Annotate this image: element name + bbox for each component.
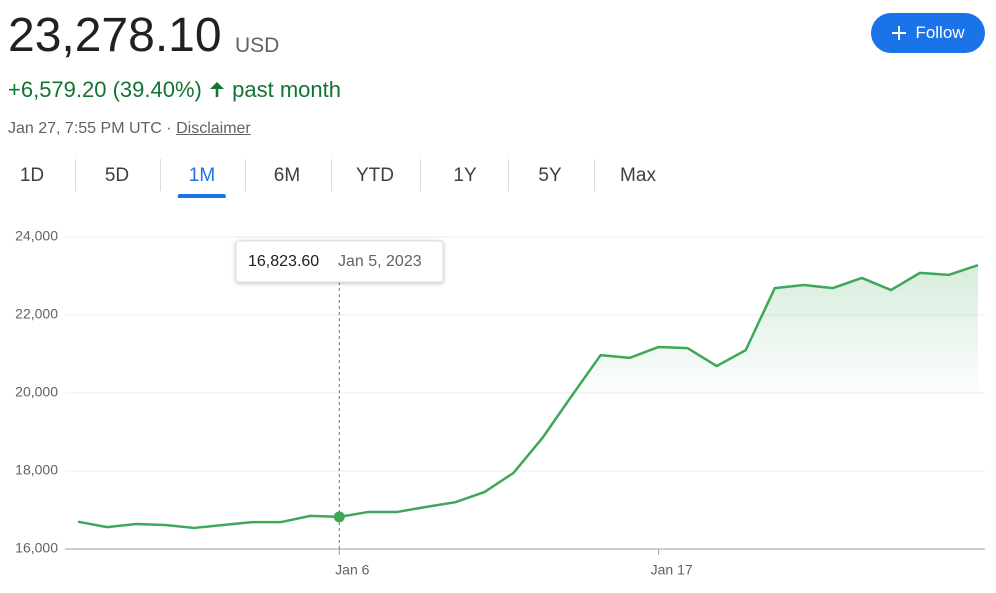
price: 23,278.10 bbox=[8, 9, 222, 62]
follow-label: Follow bbox=[915, 23, 965, 42]
change-row: +6,579.20 (39.40%) past month bbox=[8, 77, 341, 103]
change: +6,579.20 (39.40%) bbox=[8, 77, 202, 102]
separator: · bbox=[166, 120, 172, 137]
price-line bbox=[77, 263, 979, 530]
tab-separator bbox=[420, 159, 421, 191]
follow-button[interactable]: Follow bbox=[871, 13, 985, 53]
range-tab[interactable]: 1D bbox=[19, 165, 45, 186]
x-tick-label: Jan 6 bbox=[335, 562, 369, 578]
y-tick-label: 22,000 bbox=[15, 306, 58, 322]
range-tabs: 1D 5D 1M 6M YTD 1Y 5Y Max bbox=[0, 155, 700, 200]
tab-separator bbox=[74, 159, 76, 191]
x-tick-label: Jan 17 bbox=[651, 562, 693, 578]
hover-point bbox=[333, 511, 345, 523]
range-tab[interactable]: 1M bbox=[177, 165, 227, 198]
tab-underline bbox=[177, 194, 227, 198]
period: past month bbox=[232, 77, 341, 102]
tab-separator bbox=[244, 159, 246, 191]
plus-icon bbox=[892, 26, 907, 40]
range-tab[interactable]: 5D bbox=[104, 165, 130, 186]
tab-separator bbox=[594, 159, 595, 191]
range-tab[interactable]: 5Y bbox=[538, 165, 562, 186]
range-tab[interactable]: YTD bbox=[356, 165, 394, 186]
chart: 16,000 18,000 20,000 22,000 24,000 Jan 6 Jan 1… bbox=[15, 228, 985, 578]
timestamp-row: Jan 27, 7:55 PM UTC · Disclaimer bbox=[8, 120, 251, 138]
range-tab[interactable]: Max bbox=[620, 165, 656, 186]
range-tab[interactable]: 1Y bbox=[453, 165, 477, 186]
y-tick-label: 16,000 bbox=[15, 540, 58, 556]
y-tick-label: 20,000 bbox=[15, 384, 58, 400]
up-arrow bbox=[210, 82, 224, 97]
area bbox=[78, 265, 978, 549]
tooltip-date: Jan 5, 2023 bbox=[338, 253, 422, 270]
y-tick-label: 18,000 bbox=[15, 462, 58, 478]
tab-separator bbox=[331, 159, 332, 191]
range-tab[interactable]: 6M bbox=[273, 165, 301, 186]
y-tick-label: 24,000 bbox=[15, 228, 58, 244]
tooltip-box bbox=[235, 240, 444, 283]
tooltip-value: 16,823.60 bbox=[248, 253, 319, 270]
disclaimer-link[interactable]: Disclaimer bbox=[176, 120, 251, 137]
timestamp: Jan 27, 7:55 PM UTC bbox=[8, 120, 162, 137]
currency: USD bbox=[235, 34, 280, 57]
tab-separator bbox=[507, 159, 509, 191]
tab-separator bbox=[159, 159, 161, 191]
